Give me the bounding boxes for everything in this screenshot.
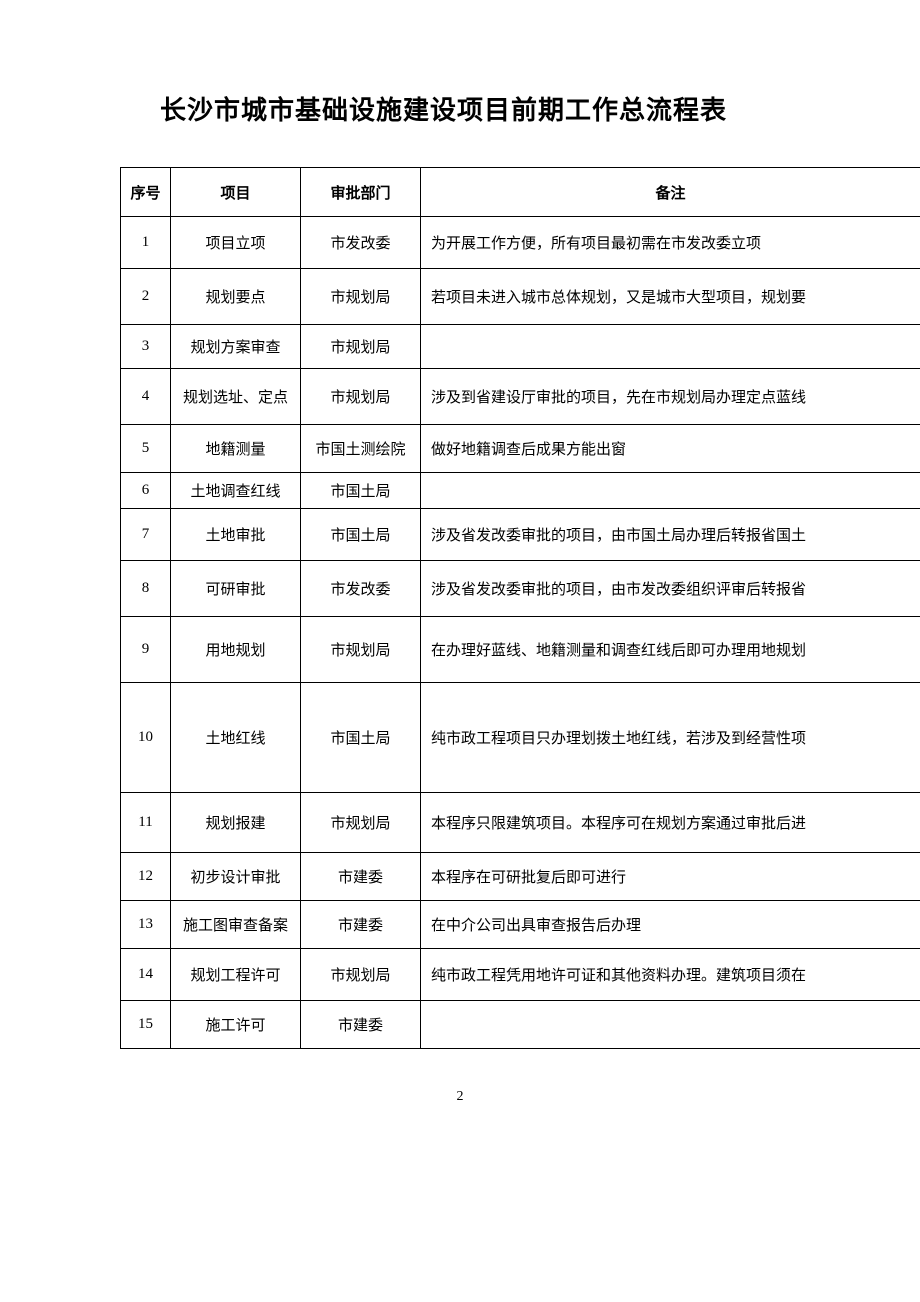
table-row: 5地籍测量市国土测绘院做好地籍调查后成果方能出窗	[121, 425, 920, 473]
header-remark: 备注	[421, 168, 920, 217]
table-row: 11规划报建市规划局本程序只限建筑项目。本程序可在规划方案通过审批后进	[121, 793, 920, 853]
cell-project: 规划方案审查	[171, 325, 301, 369]
cell-project: 项目立项	[171, 217, 301, 269]
cell-seq: 10	[121, 683, 171, 793]
cell-dept: 市规划局	[301, 325, 421, 369]
page-title: 长沙市城市基础设施建设项目前期工作总流程表	[160, 90, 920, 127]
cell-project: 规划要点	[171, 269, 301, 325]
cell-project: 土地调查红线	[171, 473, 301, 509]
cell-remark: 涉及省发改委审批的项目，由市国土局办理后转报省国土	[421, 509, 920, 561]
cell-dept: 市发改委	[301, 217, 421, 269]
cell-remark: 做好地籍调查后成果方能出窗	[421, 425, 920, 473]
cell-seq: 11	[121, 793, 171, 853]
table-row: 12初步设计审批市建委本程序在可研批复后即可进行	[121, 853, 920, 901]
cell-seq: 2	[121, 269, 171, 325]
table-header-row: 序号 项目 审批部门 备注	[121, 168, 920, 217]
cell-project: 可研审批	[171, 561, 301, 617]
cell-dept: 市建委	[301, 853, 421, 901]
table-row: 6土地调查红线市国土局	[121, 473, 920, 509]
cell-seq: 14	[121, 949, 171, 1001]
cell-project: 施工图审查备案	[171, 901, 301, 949]
cell-dept: 市国土局	[301, 509, 421, 561]
header-project: 项目	[171, 168, 301, 217]
cell-remark: 在中介公司出具审查报告后办理	[421, 901, 920, 949]
cell-remark: 本程序在可研批复后即可进行	[421, 853, 920, 901]
table-row: 1项目立项市发改委为开展工作方便，所有项目最初需在市发改委立项	[121, 217, 920, 269]
header-seq: 序号	[121, 168, 171, 217]
table-row: 2规划要点市规划局若项目未进入城市总体规划，又是城市大型项目，规划要	[121, 269, 920, 325]
cell-dept: 市规划局	[301, 269, 421, 325]
cell-project: 地籍测量	[171, 425, 301, 473]
cell-dept: 市国土局	[301, 473, 421, 509]
cell-dept: 市发改委	[301, 561, 421, 617]
cell-project: 初步设计审批	[171, 853, 301, 901]
table-row: 3规划方案审查市规划局	[121, 325, 920, 369]
table-row: 9用地规划市规划局在办理好蓝线、地籍测量和调查红线后即可办理用地规划	[121, 617, 920, 683]
table-row: 4规划选址、定点市规划局涉及到省建设厅审批的项目，先在市规划局办理定点蓝线	[121, 369, 920, 425]
table-row: 7土地审批市国土局涉及省发改委审批的项目，由市国土局办理后转报省国土	[121, 509, 920, 561]
cell-seq: 12	[121, 853, 171, 901]
cell-remark	[421, 1001, 920, 1049]
cell-seq: 1	[121, 217, 171, 269]
cell-dept: 市规划局	[301, 793, 421, 853]
cell-remark	[421, 325, 920, 369]
page-number: 2	[0, 1089, 920, 1105]
table-row: 14规划工程许可市规划局纯市政工程凭用地许可证和其他资料办理。建筑项目须在	[121, 949, 920, 1001]
header-dept: 审批部门	[301, 168, 421, 217]
cell-remark: 涉及省发改委审批的项目，由市发改委组织评审后转报省	[421, 561, 920, 617]
cell-remark: 本程序只限建筑项目。本程序可在规划方案通过审批后进	[421, 793, 920, 853]
cell-dept: 市国土测绘院	[301, 425, 421, 473]
cell-dept: 市建委	[301, 1001, 421, 1049]
cell-seq: 9	[121, 617, 171, 683]
table-body: 1项目立项市发改委为开展工作方便，所有项目最初需在市发改委立项2规划要点市规划局…	[121, 217, 920, 1049]
cell-project: 土地审批	[171, 509, 301, 561]
cell-dept: 市建委	[301, 901, 421, 949]
cell-remark	[421, 473, 920, 509]
cell-dept: 市规划局	[301, 617, 421, 683]
cell-seq: 6	[121, 473, 171, 509]
document-page: 长沙市城市基础设施建设项目前期工作总流程表 序号 项目 审批部门 备注 1项目立…	[0, 0, 920, 1105]
cell-dept: 市规划局	[301, 369, 421, 425]
cell-project: 规划工程许可	[171, 949, 301, 1001]
cell-project: 用地规划	[171, 617, 301, 683]
cell-remark: 涉及到省建设厅审批的项目，先在市规划局办理定点蓝线	[421, 369, 920, 425]
cell-seq: 7	[121, 509, 171, 561]
table-row: 8可研审批市发改委涉及省发改委审批的项目，由市发改委组织评审后转报省	[121, 561, 920, 617]
table-row: 13施工图审查备案市建委在中介公司出具审查报告后办理	[121, 901, 920, 949]
cell-seq: 3	[121, 325, 171, 369]
cell-seq: 5	[121, 425, 171, 473]
table-row: 15施工许可市建委	[121, 1001, 920, 1049]
cell-remark: 纯市政工程凭用地许可证和其他资料办理。建筑项目须在	[421, 949, 920, 1001]
cell-seq: 13	[121, 901, 171, 949]
cell-dept: 市国土局	[301, 683, 421, 793]
cell-remark: 在办理好蓝线、地籍测量和调查红线后即可办理用地规划	[421, 617, 920, 683]
cell-project: 规划报建	[171, 793, 301, 853]
cell-seq: 15	[121, 1001, 171, 1049]
cell-dept: 市规划局	[301, 949, 421, 1001]
process-table: 序号 项目 审批部门 备注 1项目立项市发改委为开展工作方便，所有项目最初需在市…	[120, 167, 920, 1049]
cell-remark: 纯市政工程项目只办理划拨土地红线，若涉及到经营性项	[421, 683, 920, 793]
cell-remark: 为开展工作方便，所有项目最初需在市发改委立项	[421, 217, 920, 269]
cell-project: 土地红线	[171, 683, 301, 793]
cell-seq: 8	[121, 561, 171, 617]
table-row: 10土地红线市国土局纯市政工程项目只办理划拨土地红线，若涉及到经营性项	[121, 683, 920, 793]
cell-remark: 若项目未进入城市总体规划，又是城市大型项目，规划要	[421, 269, 920, 325]
cell-project: 施工许可	[171, 1001, 301, 1049]
cell-seq: 4	[121, 369, 171, 425]
cell-project: 规划选址、定点	[171, 369, 301, 425]
